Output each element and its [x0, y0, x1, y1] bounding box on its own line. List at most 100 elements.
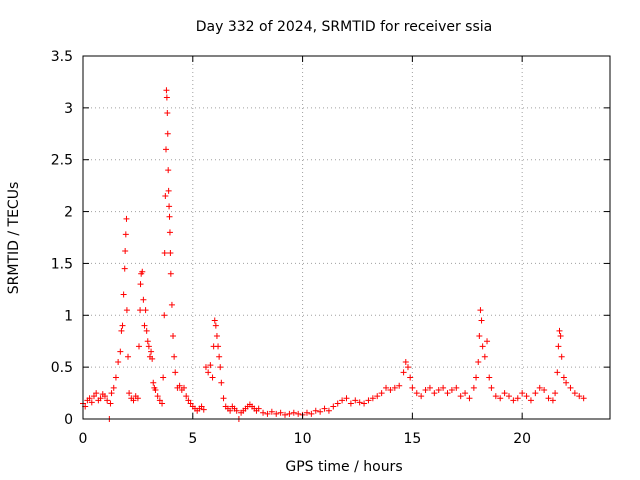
- data-point: [277, 409, 284, 416]
- data-point: [152, 386, 159, 393]
- y-tick-label: 2.5: [51, 153, 73, 169]
- data-point: [101, 393, 108, 400]
- data-point: [166, 203, 173, 210]
- data-point: [233, 407, 240, 414]
- data-point: [462, 390, 469, 397]
- data-point: [431, 390, 438, 397]
- y-tick-label: 3: [64, 101, 73, 117]
- data-point: [183, 393, 190, 400]
- data-point: [216, 353, 223, 360]
- data-point: [479, 343, 486, 350]
- data-point: [163, 87, 170, 94]
- data-point: [260, 409, 267, 416]
- data-point: [122, 247, 129, 254]
- data-point: [148, 348, 155, 355]
- data-point: [303, 409, 310, 416]
- data-point: [295, 410, 302, 417]
- data-point: [347, 400, 354, 407]
- data-point: [112, 374, 119, 381]
- data-point: [187, 400, 194, 407]
- data-point: [407, 374, 414, 381]
- data-points: [80, 87, 587, 422]
- data-point: [492, 393, 499, 400]
- data-point: [93, 390, 100, 397]
- data-point: [501, 390, 508, 397]
- data-point: [198, 403, 205, 410]
- y-tick-label: 2: [64, 205, 73, 221]
- data-point: [312, 407, 319, 414]
- data-point: [161, 312, 168, 319]
- data-point: [121, 265, 128, 272]
- data-point: [161, 250, 168, 257]
- data-point: [334, 400, 341, 407]
- data-point: [215, 343, 222, 350]
- data-point: [167, 270, 174, 277]
- data-point: [140, 296, 147, 303]
- data-point: [264, 410, 271, 417]
- data-point: [156, 397, 163, 404]
- data-point: [176, 382, 183, 389]
- x-tick-label: 15: [403, 431, 421, 447]
- x-tick-labels: 0 5 10 15 20: [79, 431, 532, 447]
- data-point: [144, 338, 151, 345]
- y-tick-label: 1: [64, 308, 73, 324]
- data-point: [141, 322, 148, 329]
- data-point: [383, 384, 390, 391]
- data-point: [478, 317, 485, 324]
- data-point: [541, 386, 548, 393]
- data-point: [217, 364, 224, 371]
- data-point: [171, 353, 178, 360]
- data-point: [448, 386, 455, 393]
- data-point: [475, 358, 482, 365]
- data-point: [571, 390, 578, 397]
- data-point: [212, 322, 219, 329]
- data-point: [172, 369, 179, 376]
- data-point: [374, 393, 381, 400]
- plot-frame: [82, 55, 611, 420]
- data-point: [486, 374, 493, 381]
- data-point: [476, 333, 483, 340]
- data-point: [200, 406, 207, 413]
- data-point: [422, 386, 429, 393]
- data-point: [519, 390, 526, 397]
- data-point: [165, 167, 172, 174]
- data-point: [123, 215, 130, 222]
- data-point: [545, 395, 552, 402]
- data-point: [207, 362, 214, 369]
- data-point: [426, 384, 433, 391]
- data-point: [122, 231, 129, 238]
- data-point: [418, 393, 425, 400]
- data-point: [160, 374, 167, 381]
- data-point: [488, 384, 495, 391]
- y-axis-label: SRMTID / TECUs: [6, 182, 22, 295]
- data-point: [560, 374, 567, 381]
- data-point: [557, 333, 564, 340]
- data-point: [107, 400, 114, 407]
- data-point: [134, 395, 141, 402]
- data-point: [554, 369, 561, 376]
- y-tick-label: 1.5: [51, 256, 73, 272]
- grid-lines: [83, 56, 610, 419]
- data-point: [125, 353, 132, 360]
- data-point: [473, 374, 480, 381]
- data-point: [523, 393, 530, 400]
- data-point: [137, 281, 144, 288]
- y-tick-labels: 0 0.5 1 1.5 2 2.5 3 3.5: [51, 49, 73, 428]
- data-point: [497, 395, 504, 402]
- data-point: [435, 386, 442, 393]
- data-point: [555, 343, 562, 350]
- data-point: [164, 130, 171, 137]
- data-point: [444, 390, 451, 397]
- data-point: [154, 393, 161, 400]
- data-point: [126, 390, 133, 397]
- data-point: [505, 393, 512, 400]
- data-point: [273, 410, 280, 417]
- data-point: [108, 390, 115, 397]
- data-point: [145, 343, 152, 350]
- data-point: [163, 146, 170, 153]
- data-point: [321, 405, 328, 412]
- data-point: [164, 110, 171, 117]
- data-point: [549, 397, 556, 404]
- data-point: [123, 307, 130, 314]
